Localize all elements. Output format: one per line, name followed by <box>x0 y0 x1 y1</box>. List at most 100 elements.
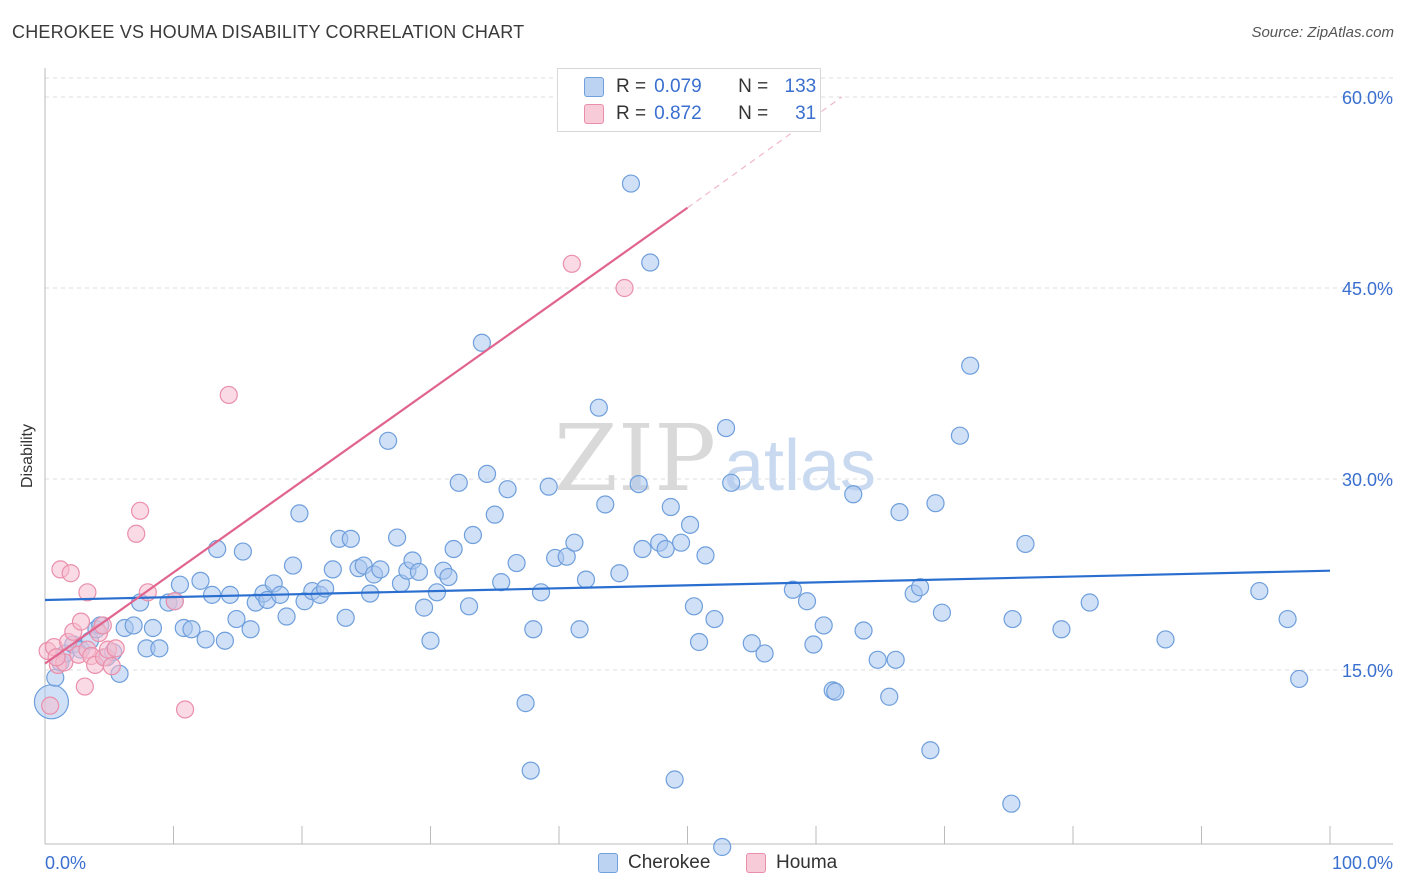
n-label: N = <box>738 76 769 97</box>
cherokee-point <box>705 609 724 629</box>
cherokee-swatch <box>584 77 604 97</box>
cherokee-point <box>1156 630 1175 649</box>
cherokee-point <box>516 694 535 713</box>
houma-trend-line <box>44 206 689 665</box>
cherokee-point <box>421 631 440 650</box>
cherokee-point <box>804 635 823 654</box>
cherokee-point <box>661 497 680 517</box>
cherokee-point <box>439 567 458 587</box>
cherokee-point <box>557 547 576 566</box>
houma-point <box>61 564 80 583</box>
watermark: ZIP atlas <box>554 405 876 512</box>
cherokee-point <box>910 578 930 597</box>
r-label: R = <box>616 76 647 97</box>
cherokee-point <box>323 560 342 579</box>
cherokee-point <box>696 546 715 565</box>
cherokee-point <box>755 644 774 663</box>
houma-point <box>75 677 94 696</box>
cherokee-point <box>459 597 479 616</box>
n-label: N = <box>738 103 769 124</box>
legend-row-cherokee: R = 0.079 N = 133 <box>584 75 816 99</box>
cherokee-point <box>498 480 517 499</box>
x-tick-label: 100.0% <box>1332 853 1393 873</box>
axes <box>44 68 1393 845</box>
cherokee-point <box>680 515 700 534</box>
r-label: R = <box>616 103 647 124</box>
cherokee-point <box>241 620 260 639</box>
cherokee-point <box>826 682 845 701</box>
n-value: 31 <box>795 103 817 124</box>
cherokee-point <box>472 333 491 352</box>
cherokee-point <box>1002 794 1021 813</box>
cherokee-point <box>477 464 497 484</box>
cherokee-point <box>950 426 970 445</box>
houma-point <box>102 657 121 676</box>
cherokee-point <box>814 616 833 635</box>
cherokee-point <box>208 539 227 559</box>
legend-row-houma: R = 0.872 N = 31 <box>584 102 816 126</box>
cherokee-point <box>196 630 215 649</box>
cherokee-point <box>868 650 887 669</box>
cherokee-point <box>387 528 407 547</box>
cherokee-point <box>589 398 608 417</box>
cherokee-point <box>713 837 732 857</box>
houma-swatch <box>584 104 604 124</box>
y-tick-label: 45.0% <box>1342 279 1393 299</box>
cherokee-point <box>521 761 540 780</box>
cherokee-trend-line <box>44 569 1331 602</box>
cherokee-point <box>191 571 210 590</box>
houma-point <box>615 278 634 298</box>
cherokee-point <box>880 687 899 706</box>
cherokee-point <box>797 592 817 611</box>
cherokee-point <box>227 609 246 629</box>
legend-item-houma: Houma <box>746 852 837 874</box>
y-tick-label: 15.0% <box>1342 661 1393 681</box>
cherokee-point <box>1052 620 1071 639</box>
cherokee-point <box>684 597 704 616</box>
cherokee-point <box>570 620 589 639</box>
cherokee-point <box>641 253 660 272</box>
x-tick-label: 0.0% <box>45 853 86 873</box>
cherokee-point <box>233 542 252 561</box>
cherokee-point <box>1290 669 1309 689</box>
cherokee-point <box>277 607 296 626</box>
houma-point <box>41 696 60 715</box>
series-legend: Cherokee Houma <box>0 852 1406 878</box>
houma-point <box>165 592 184 611</box>
houma-point <box>93 616 112 635</box>
source-label: Source: ZipAtlas.com <box>1251 24 1394 41</box>
cherokee-point <box>656 539 675 559</box>
cherokee-point <box>961 356 980 375</box>
cherokee-point <box>1080 593 1099 612</box>
cherokee-point <box>409 562 429 582</box>
cherokee-point <box>170 575 190 594</box>
cherokee-point <box>124 616 143 635</box>
houma-legend-label: Houma <box>776 852 838 873</box>
cherokee-point <box>202 585 222 604</box>
cherokee-point <box>414 598 434 617</box>
cherokee-point <box>1016 534 1035 554</box>
houma-point <box>130 501 150 520</box>
houma-point <box>562 254 581 273</box>
r-value: 0.872 <box>654 103 702 124</box>
n-value: 133 <box>784 76 817 97</box>
cherokee-point <box>485 505 504 524</box>
cherokee-point <box>427 583 447 602</box>
cherokee-point <box>689 632 709 652</box>
cherokee-legend-label: Cherokee <box>628 852 711 873</box>
cherokee-point <box>492 573 511 592</box>
cherokee-point <box>371 560 390 579</box>
cherokee-point <box>449 473 468 492</box>
cherokee-point <box>932 603 952 622</box>
cherokee-point <box>783 580 802 599</box>
cherokee-point <box>576 570 596 589</box>
cherokee-point <box>596 495 615 514</box>
houma-point <box>106 639 125 658</box>
houma-point <box>127 524 146 543</box>
cherokee-point <box>671 533 691 552</box>
cherokee-point <box>463 525 483 545</box>
stats-legend: R = 0.079 N = 133 R = 0.872 N = 31 <box>557 68 821 132</box>
houma-point <box>219 385 238 405</box>
data-points <box>33 174 1309 857</box>
